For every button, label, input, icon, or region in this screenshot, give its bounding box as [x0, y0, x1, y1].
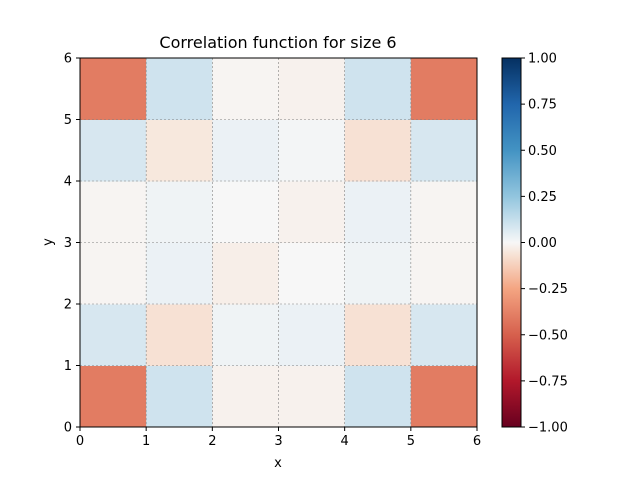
gridlines [80, 58, 477, 427]
heatmap-cell [212, 242, 279, 305]
y-axis-ticks: 0 1 2 3 4 5 6 [64, 52, 80, 436]
colorbar-tick-label: −0.25 [528, 282, 568, 297]
x-tick-label: 6 [473, 434, 481, 449]
heatmap-cell [212, 119, 279, 182]
heatmap-cell [410, 304, 478, 366]
heatmap-cell [278, 58, 346, 120]
heatmap-cell [410, 181, 478, 243]
colorbar-tick-label: −0.75 [528, 374, 568, 389]
heatmap-cell [344, 119, 412, 182]
x-tick-label: 4 [341, 434, 349, 449]
heatmap-cell [278, 304, 346, 366]
heatmap-cells [80, 58, 478, 428]
heatmap-cell [344, 58, 412, 120]
heatmap-cell [278, 365, 346, 428]
heatmap-cell [146, 119, 213, 182]
heatmap-cell [344, 304, 412, 366]
heatmap-cell [212, 181, 279, 243]
colorbar-tick-label: 1.00 [528, 52, 557, 67]
colorbar-tick-label: 0.25 [528, 190, 557, 205]
colorbar [501, 57, 522, 428]
y-axis-label: y [41, 238, 56, 246]
heatmap-cell [278, 242, 346, 305]
y-tick-label: 1 [64, 359, 72, 374]
heatmap-cell [146, 304, 213, 366]
heatmap-cell [278, 181, 346, 243]
heatmap-cell [80, 181, 147, 243]
heatmap-cell [146, 58, 213, 120]
colorbar-tick-label: −0.50 [528, 328, 568, 343]
x-tick-label: 1 [142, 434, 150, 449]
chart-title: Correlation function for size 6 [159, 33, 396, 52]
heatmap-cell [344, 181, 412, 243]
heatmap-cell [146, 181, 213, 243]
heatmap-cell [146, 242, 213, 305]
colorbar-ticks: 1.00 0.75 0.50 0.25 0.00 −0.25 −0.50 −0.75 −1.00 [521, 52, 568, 436]
heatmap-cell [410, 365, 478, 428]
heatmap-cell [410, 58, 478, 120]
heatmap-cell [410, 242, 478, 305]
y-tick-label: 2 [64, 298, 72, 313]
heatmap-cell [212, 365, 279, 428]
heatmap-cell [80, 119, 147, 182]
heatmap-cell [80, 365, 147, 428]
x-tick-label: 0 [76, 434, 84, 449]
heatmap-cell [212, 58, 279, 120]
x-axis-ticks: 0 1 2 3 4 5 6 [76, 427, 481, 449]
y-tick-label: 5 [64, 113, 72, 128]
heatmap-cell [80, 242, 147, 305]
y-tick-label: 6 [64, 52, 72, 67]
y-tick-label: 4 [64, 175, 72, 190]
x-tick-label: 3 [274, 434, 282, 449]
colorbar-tick-label: 0.75 [528, 98, 557, 113]
x-tick-label: 5 [407, 434, 415, 449]
colorbar-tick-label: −1.00 [528, 421, 568, 436]
heatmap-cell [80, 304, 147, 366]
colorbar-tick-label: 0.00 [528, 236, 557, 251]
heatmap-cell [212, 304, 279, 366]
heatmap-cell [80, 58, 147, 120]
heatmap-cell [344, 365, 412, 428]
heatmap-cell [146, 365, 213, 428]
y-tick-label: 3 [64, 236, 72, 251]
colorbar-tick-label: 0.50 [528, 144, 557, 159]
heatmap-cell [344, 242, 412, 305]
heatmap-cell [410, 119, 478, 182]
y-tick-label: 0 [64, 421, 72, 436]
x-axis-label: x [274, 456, 282, 471]
heatmap-cell [278, 119, 346, 182]
x-tick-label: 2 [208, 434, 216, 449]
